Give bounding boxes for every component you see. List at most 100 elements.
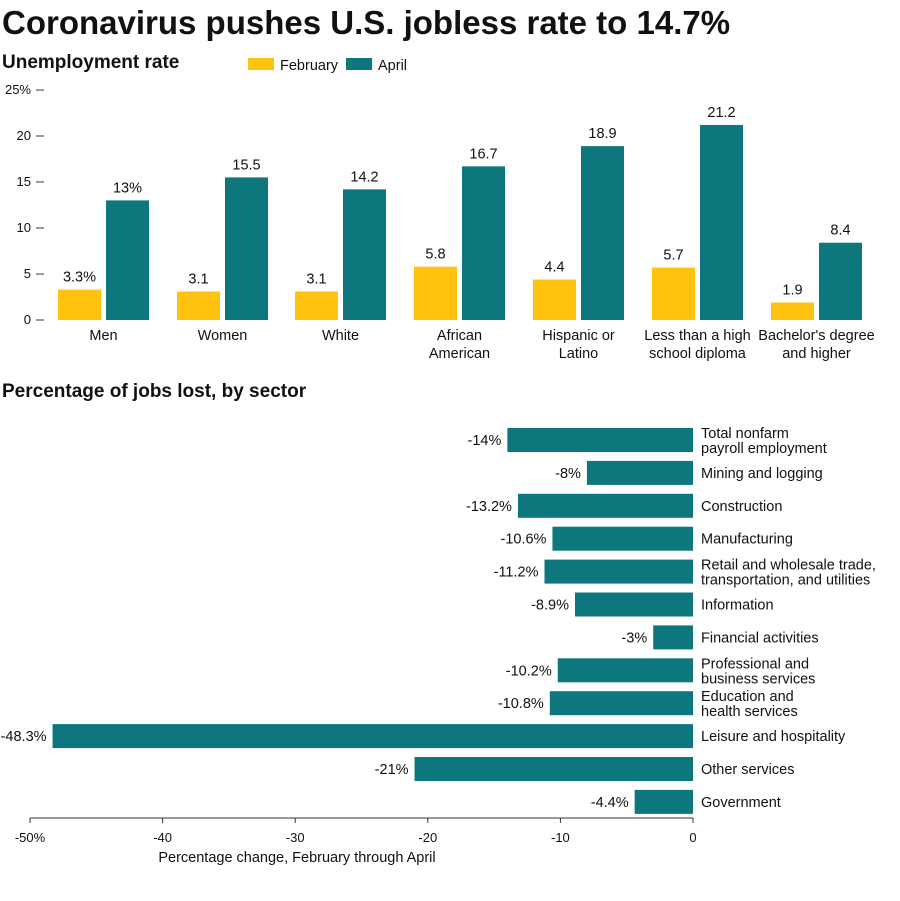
chart-title: Coronavirus pushes U.S. jobless rate to …	[2, 4, 730, 41]
sector-bar	[52, 724, 694, 749]
sector-value-label: -8%	[555, 466, 581, 482]
x-tick-label: 0	[689, 830, 696, 845]
unemployment-subtitle: Unemployment rate	[2, 52, 179, 73]
sector-bar	[574, 592, 693, 617]
sector-label: Information	[701, 598, 774, 614]
sector-label: Total nonfarm	[701, 426, 789, 442]
bar-april	[819, 242, 862, 320]
sector-value-label: -3%	[621, 630, 647, 646]
bar-february	[533, 279, 576, 320]
sector-label: Construction	[701, 499, 782, 515]
category-label: American	[429, 346, 490, 362]
bar-april	[581, 146, 624, 320]
sector-label: Government	[701, 795, 781, 811]
category-label: White	[322, 328, 359, 344]
y-tick-label: 25%	[5, 82, 31, 97]
sector-value-label: -10.6%	[500, 532, 546, 548]
bar-april	[106, 200, 149, 320]
category-label: Hispanic or	[542, 328, 615, 344]
sector-bar	[586, 460, 693, 485]
bar-april	[225, 177, 268, 320]
category-label: Less than a high	[644, 328, 750, 344]
x-axis-title: Percentage change, February through Apri…	[158, 850, 435, 866]
category-label: Bachelor's degree	[758, 328, 874, 344]
category-label: Women	[198, 328, 248, 344]
bar-value-label: 21.2	[707, 105, 735, 121]
sector-label: health services	[701, 704, 798, 720]
bar-february	[652, 267, 695, 320]
y-tick-label: 0	[24, 312, 31, 327]
y-tick-label: 5	[24, 266, 31, 281]
bar-value-label: 14.2	[350, 169, 378, 185]
bar-value-label: 18.9	[588, 126, 616, 142]
x-tick-label: -20	[418, 830, 437, 845]
sector-label: Other services	[701, 762, 794, 778]
bar-value-label: 13%	[113, 180, 142, 196]
bar-april	[343, 189, 386, 320]
bar-value-label: 3.1	[188, 271, 208, 287]
bar-april	[462, 166, 505, 320]
sector-label: Professional and	[701, 656, 809, 672]
y-tick-label: 10	[17, 220, 31, 235]
sector-bar	[653, 625, 693, 650]
sector-label: Retail and wholesale trade,	[701, 558, 876, 574]
bar-february	[295, 291, 338, 320]
bar-value-label: 5.8	[425, 247, 445, 263]
bar-april	[700, 124, 743, 321]
sector-label: Manufacturing	[701, 532, 793, 548]
bar-february	[177, 291, 220, 320]
sector-value-label: -14%	[468, 433, 502, 449]
sector-value-label: -4.4%	[591, 795, 629, 811]
sector-value-label: -8.9%	[531, 598, 569, 614]
sector-label: transportation, and utilities	[701, 573, 870, 589]
sector-bar	[517, 493, 693, 518]
sector-label: Education and	[701, 689, 794, 705]
sector-value-label: -13.2%	[466, 499, 512, 515]
sector-subtitle: Percentage of jobs lost, by sector	[2, 381, 307, 402]
sector-label: business services	[701, 671, 815, 687]
x-tick-label: -10	[551, 830, 570, 845]
sector-value-label: -10.8%	[498, 696, 544, 712]
x-tick-label: -40	[153, 830, 172, 845]
sector-label: Leisure and hospitality	[701, 729, 846, 745]
y-tick-label: 15	[17, 174, 31, 189]
category-label: and higher	[782, 346, 851, 362]
bar-february	[58, 289, 101, 320]
sector-bar	[549, 691, 693, 716]
legend-label-april: April	[378, 58, 407, 74]
category-label: African	[437, 328, 482, 344]
sector-value-label: -11.2%	[494, 565, 539, 581]
bar-value-label: 3.3%	[63, 270, 96, 286]
sector-label: Mining and logging	[701, 466, 823, 482]
sector-label: payroll employment	[701, 441, 827, 457]
category-label: Men	[89, 328, 117, 344]
bar-value-label: 1.9	[782, 283, 802, 299]
sector-bar	[552, 526, 693, 551]
sector-bar	[557, 658, 693, 683]
sector-label: Financial activities	[701, 630, 819, 646]
x-tick-label: -30	[286, 830, 305, 845]
category-label: Latino	[559, 346, 599, 362]
x-tick-label: -50%	[15, 830, 46, 845]
bar-value-label: 15.5	[232, 157, 260, 173]
y-tick-label: 20	[17, 128, 31, 143]
bar-february	[414, 266, 457, 320]
sector-value-label: -10.2%	[506, 663, 552, 679]
sector-bar	[544, 559, 693, 584]
legend-swatch-february	[248, 58, 274, 70]
bar-value-label: 4.4	[544, 260, 564, 276]
sector-bar	[634, 789, 693, 814]
sector-value-label: -21%	[375, 762, 409, 778]
bar-february	[771, 302, 814, 320]
bar-value-label: 16.7	[469, 146, 497, 162]
bar-value-label: 8.4	[830, 223, 850, 239]
legend-swatch-april	[346, 58, 372, 70]
sector-bar	[414, 757, 693, 781]
bar-value-label: 5.7	[663, 248, 683, 264]
category-label: school diploma	[649, 346, 747, 362]
bar-value-label: 3.1	[306, 271, 326, 287]
legend-label-february: February	[280, 58, 339, 74]
sector-bar	[507, 428, 693, 452]
sector-value-label: -48.3%	[1, 729, 47, 745]
